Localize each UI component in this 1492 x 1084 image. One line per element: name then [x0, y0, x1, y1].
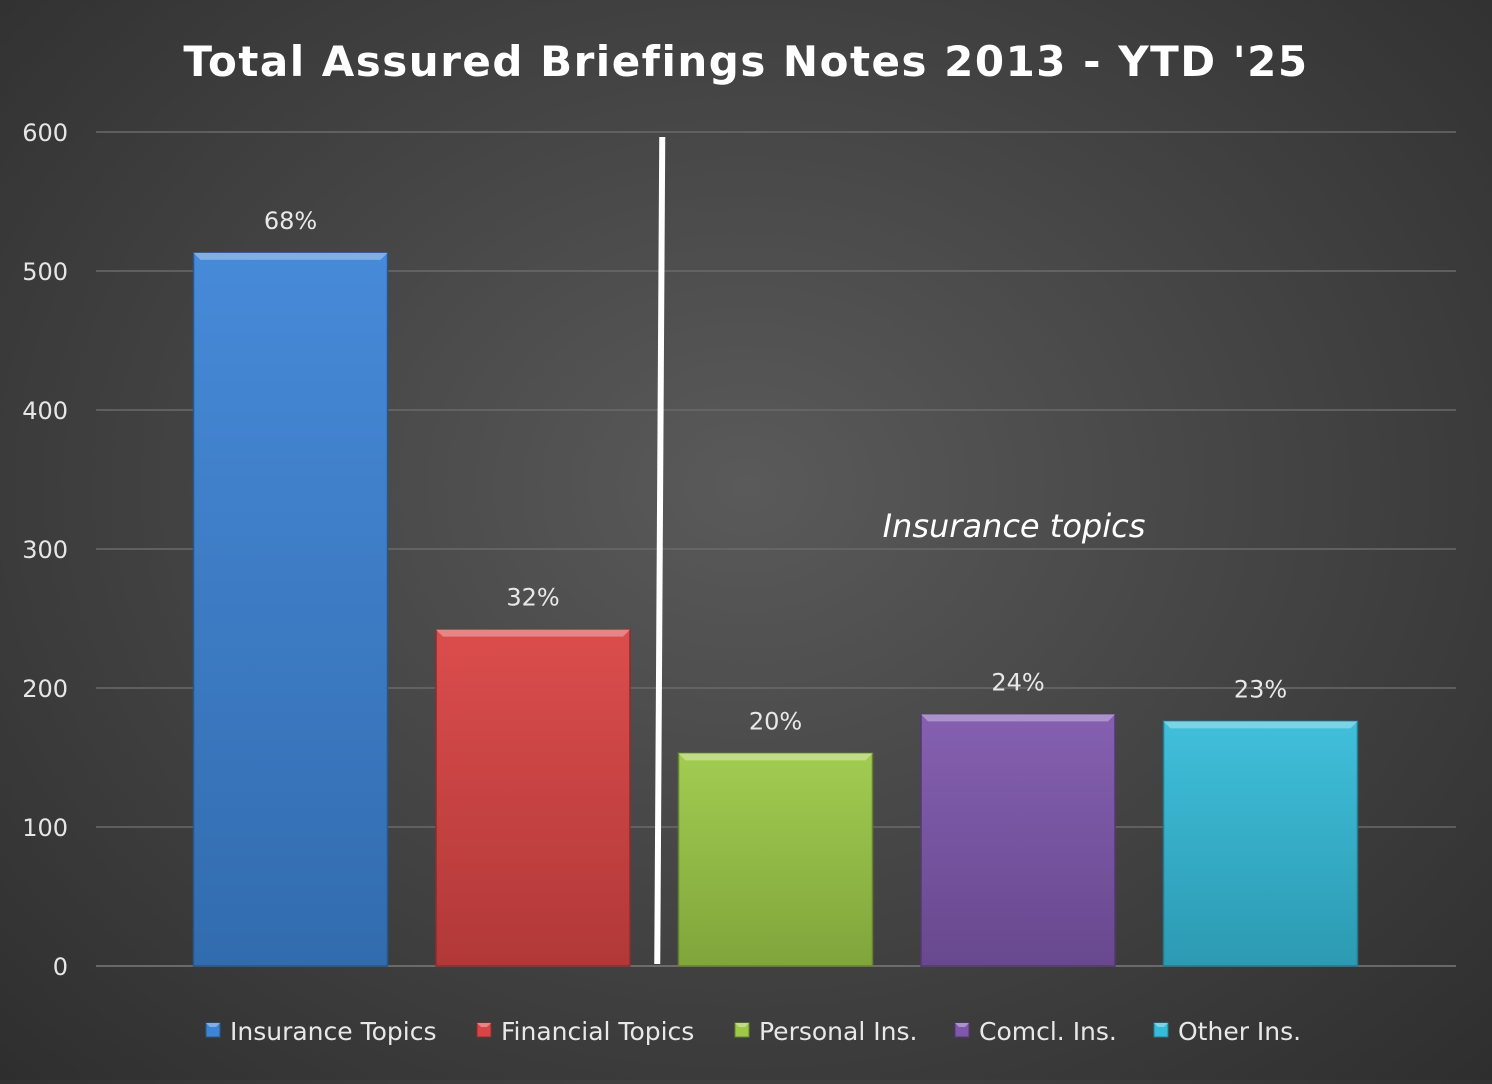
- bar-bevel: [921, 714, 1115, 722]
- separator-line: [654, 136, 666, 965]
- annotation-insurance-topics: Insurance topics: [883, 507, 1146, 545]
- legend-item: Personal Ins.: [734, 1017, 917, 1046]
- bar-personal-ins: [677, 752, 874, 967]
- chart-title: Total Assured Briefings Notes 2013 - YTD…: [183, 37, 1308, 86]
- bar-rect: [192, 252, 389, 967]
- y-tick-label: 100: [22, 814, 68, 842]
- data-label: 20%: [749, 707, 802, 735]
- legend-item: Insurance Topics: [205, 1017, 437, 1046]
- y-tick-label: 0: [53, 953, 68, 981]
- bar-bevel: [193, 252, 388, 260]
- legend-item: Other Ins.: [1153, 1017, 1301, 1046]
- legend-swatch-bevel: [955, 1023, 969, 1027]
- data-label: 68%: [264, 207, 317, 235]
- legend-label: Insurance Topics: [230, 1017, 437, 1046]
- y-tick-label: 200: [22, 675, 68, 703]
- y-axis-ticks: 0 100 200 300 400 500 600: [22, 119, 68, 981]
- bar-insurance-topics: [192, 252, 389, 967]
- y-tick-label: 500: [22, 258, 68, 286]
- bar-rect: [1162, 720, 1359, 967]
- y-tick-label: 300: [22, 536, 68, 564]
- legend-item: Comcl. Ins.: [954, 1017, 1117, 1046]
- bar-bevel: [436, 629, 630, 637]
- legend-label: Personal Ins.: [759, 1017, 917, 1046]
- data-label: 32%: [506, 584, 559, 612]
- legend-swatch-bevel: [206, 1023, 220, 1027]
- legend-label: Comcl. Ins.: [979, 1017, 1117, 1046]
- y-tick-label: 600: [22, 119, 68, 147]
- data-label: 24%: [991, 668, 1044, 696]
- bar-rect: [920, 713, 1116, 967]
- data-label: 23%: [1234, 675, 1287, 703]
- legend: Insurance Topics Financial Topics Personal…: [205, 1017, 1301, 1046]
- legend-label: Other Ins.: [1178, 1017, 1301, 1046]
- bar-financial-topics: [435, 628, 631, 967]
- legend-label: Financial Topics: [501, 1017, 694, 1046]
- bars: [192, 252, 1359, 967]
- bar-comcl-ins: [920, 713, 1116, 967]
- legend-item: Financial Topics: [476, 1017, 694, 1046]
- data-labels: 68% 32% 20% 24% 23%: [264, 207, 1287, 735]
- legend-swatch-bevel: [1154, 1023, 1168, 1027]
- bar-bevel: [678, 753, 873, 761]
- bar-rect: [677, 752, 874, 967]
- bar-rect: [435, 628, 631, 967]
- bar-bevel: [1163, 721, 1358, 729]
- legend-swatch-bevel: [735, 1023, 749, 1027]
- y-tick-label: 400: [22, 397, 68, 425]
- legend-swatch-bevel: [477, 1023, 491, 1027]
- bar-other-ins: [1162, 720, 1359, 967]
